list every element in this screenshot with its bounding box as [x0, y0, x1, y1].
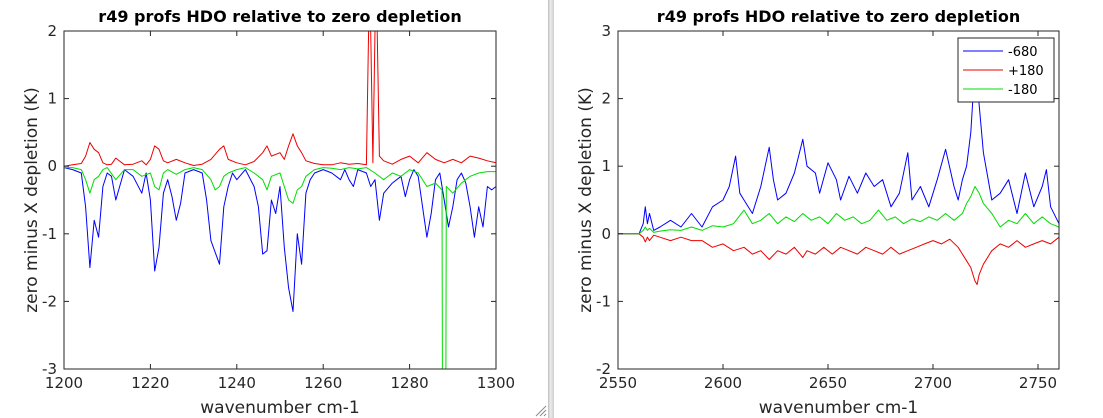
legend-label: +180: [1008, 64, 1044, 79]
x-tick-label: 2600: [704, 374, 742, 392]
x-tick-label: 1240: [218, 374, 256, 392]
x-tick-label: 2650: [809, 374, 847, 392]
series-line-0: [64, 167, 496, 312]
series-line-2: [64, 167, 496, 369]
y-tick-label: -2: [42, 292, 57, 310]
y-tick-label: 0: [47, 157, 57, 175]
x-tick-label: 2700: [914, 374, 952, 392]
axes-box: [617, 30, 1060, 370]
y-axis-label: zero minus X depletion (K): [576, 87, 596, 313]
x-tick-label: 1300: [477, 374, 515, 392]
series-group: [64, 31, 496, 369]
axes-box: [63, 30, 497, 370]
y-tick-label: -1: [42, 225, 57, 243]
x-tick-label: 1280: [391, 374, 429, 392]
x-axis-label: wavenumber cm-1: [759, 398, 918, 418]
legend-label: -180: [1008, 83, 1038, 98]
window-divider: [548, 0, 554, 418]
y-tick-label: 0: [601, 225, 611, 243]
series-line-180: [618, 186, 1059, 235]
legend-label: -680: [1008, 45, 1038, 60]
y-tick-label: -2: [596, 360, 611, 378]
y-tick-label: -1: [596, 292, 611, 310]
x-tick-label: 1200: [45, 374, 83, 392]
y-axis-label: zero minus X depletion (K): [22, 87, 42, 313]
y-tick-label: -3: [42, 360, 57, 378]
series-line-180: [618, 233, 1059, 285]
y-tick-label: 2: [601, 90, 611, 108]
chart-title: r49 profs HDO relative to zero depletion: [98, 7, 461, 26]
y-tick-label: 3: [601, 22, 611, 40]
x-tick-label: 2750: [1019, 374, 1057, 392]
figure-window-right: 2550 2600 2650 2700 2750 -2 -1 0 1 2 3 r49 profs HD…: [554, 0, 1103, 418]
chart-left: 1200 1220 1240 1260 1280 1300 -3 -2 -1 0 1 2 r49 pro…: [22, 7, 515, 418]
y-tick-label: 1: [47, 90, 57, 108]
chart-title: r49 profs HDO relative to zero depletion: [657, 7, 1020, 26]
chart-right: 2550 2600 2650 2700 2750 -2 -1 0 1 2 3 r49 profs HD…: [576, 7, 1060, 418]
series-line-1: [64, 31, 496, 167]
plot-area: [64, 31, 496, 369]
x-tick-label: 1220: [131, 374, 169, 392]
y-tick-label: 1: [601, 157, 611, 175]
x-axis-label: wavenumber cm-1: [200, 398, 359, 418]
figure-window-left: 1200 1220 1240 1260 1280 1300 -3 -2 -1 0 1 2 r49 pro…: [0, 0, 548, 418]
y-tick-label: 2: [47, 22, 57, 40]
series-group: [618, 57, 1059, 285]
x-tick-label: 1260: [304, 374, 342, 392]
legend: -680 +180 -180: [957, 37, 1055, 103]
resize-grip-icon[interactable]: [533, 403, 547, 417]
x-tick-label: 2550: [599, 374, 637, 392]
series-line-680: [618, 57, 1059, 235]
